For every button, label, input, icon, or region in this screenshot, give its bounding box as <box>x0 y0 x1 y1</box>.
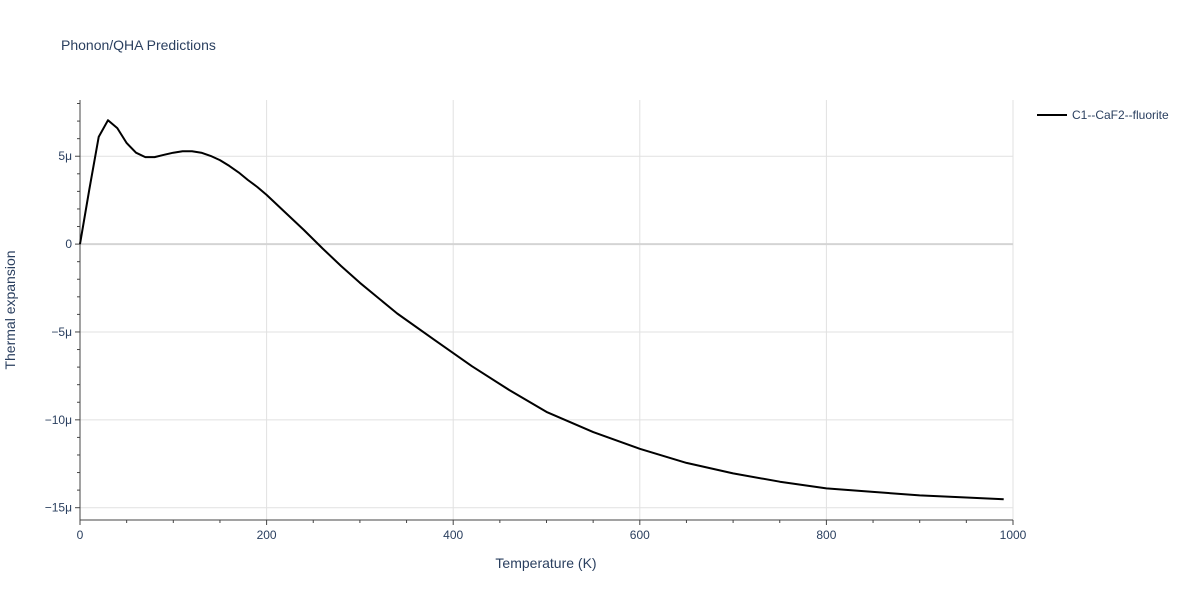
y-tick-label: −15μ <box>45 501 72 515</box>
y-tick-label: 5μ <box>58 149 72 163</box>
tick-layer: 0 200 400 600 800 1000 5μ 0 −5μ −10μ −15μ <box>45 100 1027 542</box>
x-tick-label: 200 <box>257 528 277 542</box>
series-layer <box>79 119 1004 501</box>
x-tick-label: 1000 <box>1000 528 1027 542</box>
grid-layer <box>80 100 1014 520</box>
series-line[interactable] <box>79 119 1004 501</box>
y-axis-title: Thermal expansion <box>2 250 18 369</box>
y-tick-label: −5μ <box>51 325 72 339</box>
chart-title: Phonon/QHA Predictions <box>61 37 216 53</box>
x-axis-title: Temperature (K) <box>495 555 596 571</box>
y-tick-label: −10μ <box>45 413 72 427</box>
legend[interactable]: C1--CaF2--fluorite <box>1037 108 1169 122</box>
x-tick-label: 800 <box>816 528 836 542</box>
x-tick-label: 600 <box>630 528 650 542</box>
legend-label[interactable]: C1--CaF2--fluorite <box>1072 108 1169 122</box>
x-tick-label: 0 <box>77 528 84 542</box>
y-tick-label: 0 <box>65 237 72 251</box>
x-tick-label: 400 <box>443 528 463 542</box>
